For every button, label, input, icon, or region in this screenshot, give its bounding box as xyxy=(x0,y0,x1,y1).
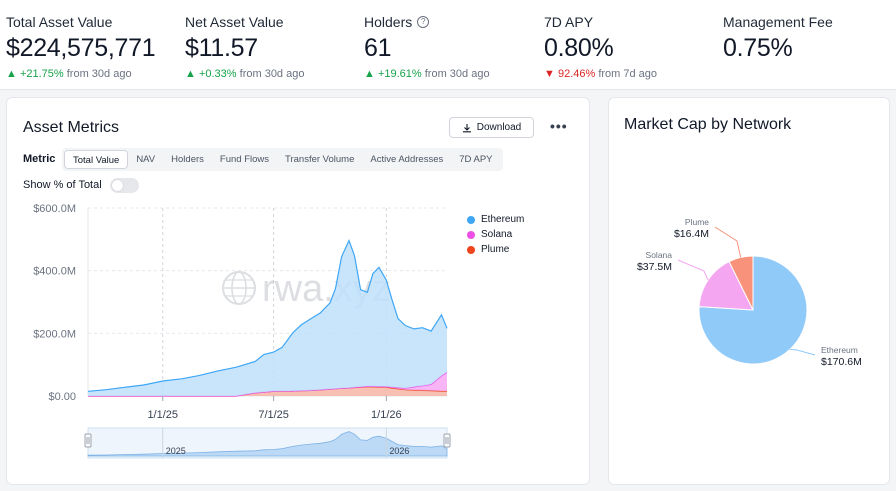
x-tick-label: 7/1/25 xyxy=(258,409,289,421)
navigator: 2025 2026 xyxy=(84,427,451,459)
y-axis-ticks: $0.00 $200.0M $400.0M $600.0M xyxy=(33,203,76,403)
tab-nav[interactable]: NAV xyxy=(136,154,156,165)
market-cap-card: Market Cap by Network Ethereum $170.6M Sol… xyxy=(608,97,890,485)
metric-label: Metric xyxy=(23,153,56,165)
stat-7d-apy: 7D APY 0.80% ▼ 92.46% from 7d ago xyxy=(544,14,657,80)
stat-net-asset-value: Net Asset Value $11.57 ▲ +0.33% from 30d… xyxy=(185,14,304,80)
stat-change-value: +0.33% xyxy=(198,68,237,80)
pie-category-label: Solana xyxy=(646,250,673,260)
tab-holders[interactable]: Holders xyxy=(171,154,204,165)
more-options-icon[interactable]: ••• xyxy=(550,118,568,134)
question-circle-icon[interactable]: ? xyxy=(417,16,430,28)
legend-dot xyxy=(467,230,475,239)
legend-label: Ethereum xyxy=(481,214,525,225)
y-tick-label: $600.0M xyxy=(33,203,76,215)
area-ethereum xyxy=(88,240,447,396)
pie-value-label: $170.6M xyxy=(821,356,862,368)
asset-metrics-chart: rwa.xyz $0.00$200.0M$400.0M$600.0M 1/1/2… xyxy=(33,203,451,459)
stat-change-period: from 30d ago xyxy=(66,68,132,80)
legend-item-plume[interactable]: Plume xyxy=(467,242,524,257)
stat-holders: Holders ? 61 ▲ +19.61% from 30d ago xyxy=(364,14,490,80)
legend-dot xyxy=(467,215,475,224)
stat-total-asset-value: Total Asset Value $224,575,771 ▲ +21.75%… xyxy=(6,14,156,80)
stat-value: $224,575,771 xyxy=(6,34,156,62)
navigator-series xyxy=(87,431,448,457)
pie-leader-line xyxy=(789,348,816,356)
stat-label: Total Asset Value xyxy=(6,14,113,30)
stat-change: ▲ +0.33% from 30d ago xyxy=(185,68,304,80)
stat-change-period: from 7d ago xyxy=(598,68,658,80)
stat-change: ▲ +19.61% from 30d ago xyxy=(364,68,490,80)
stats-bar: Total Asset Value $224,575,771 ▲ +21.75%… xyxy=(0,0,896,90)
stat-change-value: +19.61% xyxy=(377,68,422,80)
market-cap-title: Market Cap by Network xyxy=(624,116,792,133)
stat-label: Holders xyxy=(364,14,413,30)
chart-areas xyxy=(87,239,448,397)
navigator-left-handle[interactable] xyxy=(84,433,92,448)
down-arrow-icon: ▼ xyxy=(544,68,555,80)
asset-metrics-title: Asset Metrics xyxy=(23,119,120,136)
y-tick-label: $400.0M xyxy=(33,266,76,278)
up-arrow-icon: ▲ xyxy=(185,68,196,80)
pie-leader-line xyxy=(677,259,709,281)
stat-management-fee: Management Fee 0.75% xyxy=(723,14,833,63)
market-cap-pie-chart: Ethereum$170.6M Solana$37.5M Plume$16.4M xyxy=(637,217,862,368)
pie-value-label: $37.5M xyxy=(637,261,672,273)
stat-change-value: +21.75% xyxy=(19,68,64,80)
stat-change: ▲ +21.75% from 30d ago xyxy=(6,68,155,80)
x-axis-ticks: 1/1/25 7/1/25 1/1/26 xyxy=(147,396,402,421)
stat-value: 0.80% xyxy=(544,34,614,62)
legend-label: Solana xyxy=(481,229,513,240)
x-tick-label: 1/1/25 xyxy=(147,409,178,421)
stat-label: Management Fee xyxy=(723,14,833,30)
toggle-knob xyxy=(112,180,123,191)
pie-category-label: Ethereum xyxy=(821,345,858,355)
stat-label: Net Asset Value xyxy=(185,14,284,30)
download-button[interactable]: Download xyxy=(449,117,534,138)
download-icon xyxy=(462,123,471,132)
stat-value: $11.57 xyxy=(185,34,258,62)
pie-value-label: $16.4M xyxy=(674,228,709,240)
show-percent-toggle[interactable] xyxy=(110,178,139,193)
pie-slice-plume[interactable] xyxy=(728,255,754,311)
tab-7d-apy[interactable]: 7D APY xyxy=(459,154,493,165)
stat-value: 0.75% xyxy=(723,34,793,62)
stat-change-period: from 30d ago xyxy=(424,68,490,80)
line-ethereum xyxy=(87,239,448,392)
up-arrow-icon: ▲ xyxy=(364,68,375,80)
pie-leader-line xyxy=(714,226,742,258)
up-arrow-icon: ▲ xyxy=(6,68,17,80)
stat-change-value: 92.46% xyxy=(557,68,596,80)
legend-dot xyxy=(467,245,475,254)
legend-item-ethereum[interactable]: Ethereum xyxy=(467,212,524,227)
asset-metrics-card: Asset Metrics Download ••• Metric Total … xyxy=(6,97,590,485)
metric-tabs: Total Value NAV Holders Fund Flows Trans… xyxy=(62,148,503,171)
navigator-tick-label: 2025 xyxy=(166,446,186,456)
pie-category-label: Plume xyxy=(685,217,709,227)
stat-label-row: Holders ? xyxy=(364,14,490,30)
navigator-right-handle[interactable] xyxy=(443,433,451,448)
x-tick-label: 1/1/26 xyxy=(371,409,402,421)
stat-change: ▼ 92.46% from 7d ago xyxy=(544,68,657,80)
stat-label: 7D APY xyxy=(544,14,594,30)
stat-value: 61 xyxy=(364,34,392,62)
legend-label: Plume xyxy=(481,244,510,255)
chart-legend: Ethereum Solana Plume xyxy=(467,212,524,257)
area-plume xyxy=(88,386,447,396)
tab-transfer-volume[interactable]: Transfer Volume xyxy=(285,154,355,165)
show-percent-label: Show % of Total xyxy=(23,179,102,191)
globe-icon xyxy=(222,271,256,305)
y-tick-label: $0.00 xyxy=(48,391,76,403)
legend-item-solana[interactable]: Solana xyxy=(467,227,524,242)
tab-active-addresses[interactable]: Active Addresses xyxy=(370,154,444,165)
navigator-tick-label: 2026 xyxy=(389,446,409,456)
tab-total-value[interactable]: Total Value xyxy=(64,150,129,169)
stat-change-period: from 30d ago xyxy=(239,68,305,80)
download-label: Download xyxy=(476,122,522,133)
y-tick-label: $200.0M xyxy=(33,328,76,340)
tab-fund-flows[interactable]: Fund Flows xyxy=(219,154,270,165)
